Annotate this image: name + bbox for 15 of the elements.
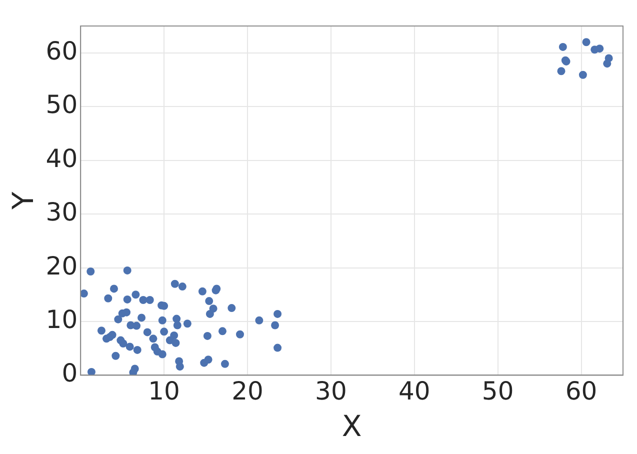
x-axis-title: X xyxy=(342,409,362,444)
x-tick-label: 30 xyxy=(315,376,347,406)
y-tick-label: 30 xyxy=(46,198,78,227)
y-axis-title: Y xyxy=(6,191,40,210)
y-tick-label: 50 xyxy=(46,90,78,120)
x-tick-label: 50 xyxy=(482,376,514,406)
x-tick-label: 10 xyxy=(148,376,180,406)
y-tick-label: 0 xyxy=(62,358,78,388)
x-tick-label: 40 xyxy=(398,376,430,406)
y-tick-label: 10 xyxy=(46,304,78,334)
x-tick-label: 60 xyxy=(565,376,598,406)
y-tick-label: 40 xyxy=(46,144,78,173)
x-tick-label: 20 xyxy=(232,376,264,406)
y-tick-label: 20 xyxy=(46,251,78,280)
y-tick-label: 60 xyxy=(46,36,78,66)
